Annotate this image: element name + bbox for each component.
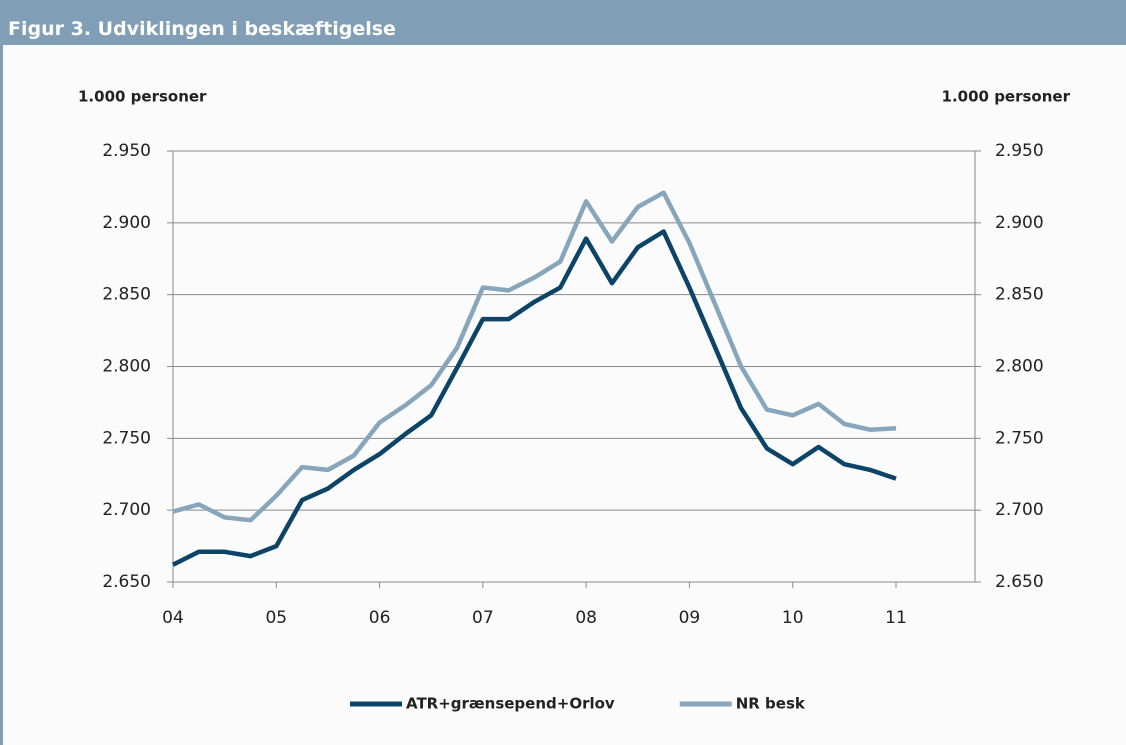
title-bar (0, 0, 1126, 45)
x-tick-label: 09 (679, 608, 701, 628)
y-tick-label: 2.900 (102, 213, 151, 233)
y-tick-label: 2.700 (102, 500, 151, 520)
y2-tick-label: 2.650 (995, 572, 1044, 592)
series-line (172, 190, 897, 523)
y-tick-label: 2.650 (102, 572, 151, 592)
legend-label: NR besk (736, 695, 806, 713)
y2-tick-label: 2.950 (995, 141, 1044, 161)
x-tick-label: 07 (472, 608, 494, 628)
y-tick-label: 2.800 (102, 357, 151, 377)
legend-label: ATR+grænsepend+Orlov (406, 695, 615, 713)
y2-tick-label: 2.900 (995, 213, 1044, 233)
y-tick-label: 2.950 (102, 141, 151, 161)
y2-tick-label: 2.750 (995, 428, 1044, 448)
y-tick-label: 2.850 (102, 285, 151, 305)
x-tick-label: 06 (369, 608, 391, 628)
x-tick-label: 08 (575, 608, 597, 628)
y2-tick-label: 2.700 (995, 500, 1044, 520)
series-line (171, 229, 897, 567)
x-tick-label: 04 (162, 608, 184, 628)
y-axis-label: 1.000 personer (78, 88, 207, 106)
x-tick-label: 11 (885, 608, 907, 628)
y2-tick-label: 2.800 (995, 357, 1044, 377)
chart-title: Figur 3. Udviklingen i beskæftigelse (8, 18, 396, 40)
y2-axis-label: 1.000 personer (942, 88, 1071, 106)
panel-border (0, 45, 3, 745)
y2-tick-label: 2.850 (995, 285, 1044, 305)
y-tick-label: 2.750 (102, 428, 151, 448)
x-tick-label: 05 (265, 608, 287, 628)
x-tick-label: 10 (782, 608, 804, 628)
